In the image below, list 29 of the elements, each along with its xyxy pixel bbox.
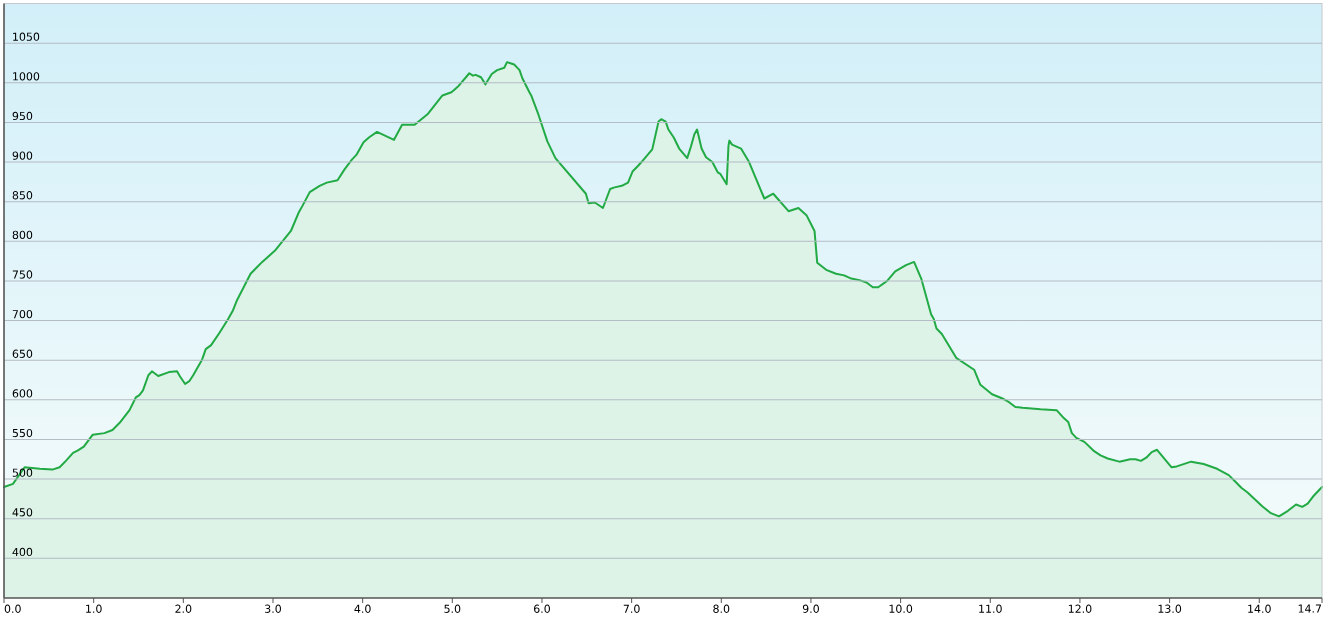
y-tick-label: 600 — [12, 389, 33, 398]
x-tick-label: 10.0 — [889, 604, 913, 613]
y-tick-label: 550 — [12, 428, 33, 438]
x-tick-label: 6.0 — [533, 604, 550, 613]
x-tick-label: 12.0 — [1068, 604, 1092, 613]
x-tick-label: 3.0 — [265, 604, 281, 613]
x-tick-label: 7.0 — [623, 604, 640, 613]
y-tick-label: 850 — [12, 191, 33, 200]
x-tick-label: 9.0 — [802, 604, 819, 613]
y-tick-label: 650 — [12, 349, 33, 358]
y-tick-label: 750 — [12, 270, 33, 279]
y-tick-label: 900 — [12, 151, 33, 160]
x-tick-label: 2.0 — [175, 604, 192, 613]
x-tick-label: 13.0 — [1158, 604, 1182, 613]
y-tick-label: 450 — [12, 508, 33, 517]
x-tick-label: 4.0 — [354, 604, 371, 613]
y-tick-label: 400 — [12, 547, 33, 557]
x-tick-label: 14.7 — [1298, 604, 1322, 613]
x-tick-label: 0.0 — [4, 604, 21, 613]
x-tick-label: 14.0 — [1248, 604, 1271, 613]
x-tick-label: 5.0 — [444, 604, 461, 613]
y-tick-label: 950 — [12, 111, 33, 121]
x-tick-label: 11.0 — [979, 604, 1002, 613]
y-tick-label: 1000 — [13, 72, 40, 81]
x-tick-label: 1.0 — [86, 604, 102, 613]
y-tick-label: 1050 — [13, 32, 40, 41]
y-tick-label: 700 — [12, 309, 33, 319]
x-tick-label: 8.0 — [713, 604, 730, 613]
y-tick-label: 800 — [12, 230, 33, 240]
